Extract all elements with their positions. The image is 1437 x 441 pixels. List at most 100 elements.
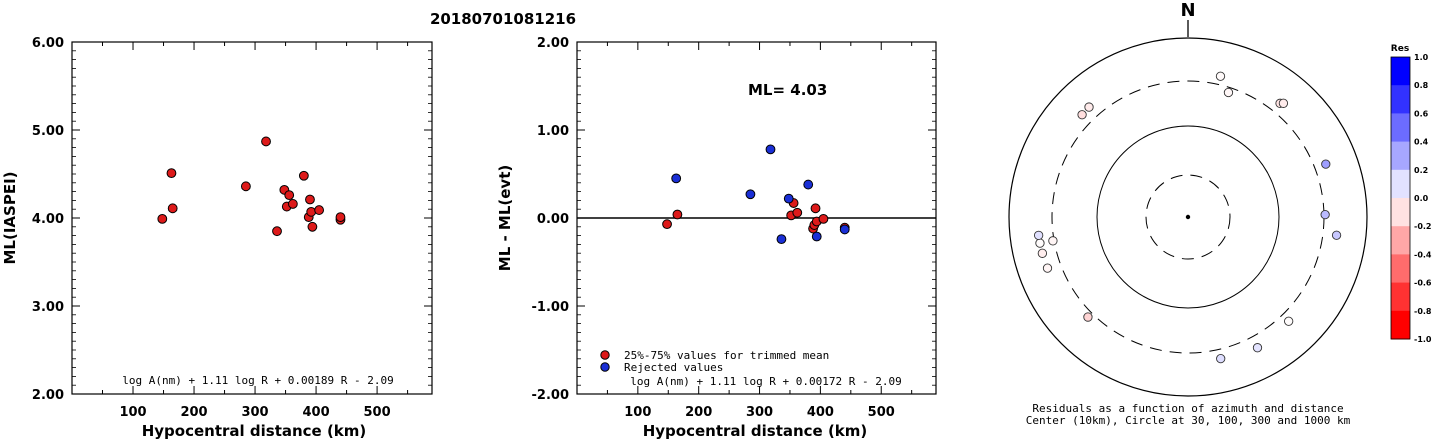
data-point — [240, 181, 251, 192]
y-tick-label: -2.00 — [532, 388, 569, 403]
x-tick-label: 100 — [119, 405, 146, 420]
azimuth-residual-panel: N Residuals as a function of azimuth and… — [1008, 0, 1432, 427]
colorbar-cell — [1391, 85, 1410, 114]
station-point — [1215, 71, 1226, 81]
data-point — [662, 219, 672, 230]
colorbar-frame — [1390, 56, 1411, 340]
data-point — [261, 136, 271, 147]
station-point — [1083, 312, 1093, 322]
colorbar-cell — [1391, 169, 1410, 199]
data-point — [818, 213, 829, 224]
y-tick-label: 2.00 — [537, 36, 569, 51]
station-point — [1320, 209, 1330, 220]
north-label: N — [1180, 0, 1195, 21]
data-point — [672, 209, 683, 220]
ml-annotation: ML= 4.03 — [748, 81, 827, 99]
station-point — [1042, 263, 1053, 273]
data-point — [811, 231, 822, 242]
station-point — [1223, 87, 1234, 98]
colorbar-cell — [1391, 57, 1410, 86]
data-point — [335, 212, 346, 223]
colorbar-cell — [1391, 226, 1410, 255]
y-tick-label: 3.00 — [32, 300, 64, 315]
colorbar-cell — [1391, 254, 1410, 284]
x-axis-label: Hypocentral distance (km) — [142, 422, 367, 440]
plot-frame — [71, 41, 433, 395]
station-point — [1278, 98, 1289, 108]
colorbar-tick-label: -0.2 — [1414, 222, 1432, 231]
figure-title: 20180701081216 — [430, 10, 576, 28]
x-tick-label: 200 — [180, 405, 207, 420]
y-tick-label: 1.00 — [537, 124, 569, 139]
data-point — [305, 194, 315, 205]
epicenter-marker — [1185, 214, 1191, 220]
x-tick-label: 400 — [807, 405, 834, 420]
magnitude-distance-panel: ML(IASPEI) Hypocentral distance (km) log… — [1, 36, 433, 440]
data-point — [306, 206, 317, 217]
station-point — [1331, 230, 1342, 240]
colorbar-tick-label: 0.0 — [1414, 194, 1429, 203]
colorbar-cell — [1391, 141, 1410, 171]
station-point — [1321, 159, 1331, 169]
station-point — [1048, 236, 1058, 246]
data-point — [157, 213, 168, 224]
y-tick-label: 0.00 — [537, 212, 569, 227]
range-circle-30km — [1145, 174, 1231, 260]
data-point — [776, 234, 787, 245]
x-tick-label: 400 — [302, 405, 329, 420]
legend-marker-trimmed — [600, 350, 610, 360]
data-point — [745, 189, 756, 200]
legend-label-trimmed: 25%-75% values for trimmed mean — [624, 349, 829, 362]
colorbar-title: Res — [1391, 44, 1409, 54]
range-circle-100km — [1096, 125, 1280, 309]
colorbar-cell — [1391, 198, 1410, 227]
colorbar-tick-label: 0.4 — [1414, 138, 1429, 147]
colorbar-tick-label: 1.0 — [1414, 53, 1429, 62]
colorbar-tick-label: -0.4 — [1414, 250, 1432, 259]
data-point — [287, 199, 298, 209]
station-point — [1077, 110, 1087, 120]
station-point — [1252, 343, 1263, 353]
data-point — [783, 193, 794, 204]
x-tick-label: 100 — [624, 405, 651, 420]
x-tick-label: 300 — [746, 405, 773, 420]
x-tick-label: 200 — [685, 405, 712, 420]
station-point — [1035, 238, 1045, 248]
formula-label: log A(nm) + 1.11 log R + 0.00172 R - 2.0… — [630, 375, 902, 388]
formula-label: log A(nm) + 1.11 log R + 0.00189 R - 2.0… — [122, 374, 394, 387]
data-point — [284, 190, 295, 201]
legend-label-rejected: Rejected values — [624, 361, 723, 374]
y-tick-label: -1.00 — [532, 300, 569, 315]
data-point — [314, 205, 325, 215]
data-point — [792, 207, 803, 218]
range-circle-1000km — [1008, 37, 1368, 397]
data-point — [307, 221, 318, 232]
colorbar-tick-label: 0.2 — [1414, 166, 1428, 175]
data-point — [272, 226, 282, 237]
y-tick-label: 5.00 — [32, 124, 64, 139]
colorbar-cell — [1391, 310, 1410, 340]
data-point — [803, 179, 814, 190]
data-point — [839, 224, 850, 235]
colorbar-cell — [1391, 113, 1410, 143]
colorbar-tick-label: -1.0 — [1414, 335, 1432, 344]
x-axis-label: Hypocentral distance (km) — [643, 422, 868, 440]
colorbar-tick-label: 0.6 — [1414, 109, 1429, 118]
data-point — [166, 168, 177, 179]
x-tick-label: 500 — [868, 405, 895, 420]
x-tick-label: 500 — [364, 405, 391, 420]
y-axis-label: ML - ML(evt) — [496, 165, 514, 271]
station-point — [1033, 230, 1044, 240]
caption-line-1: Residuals as a function of azimuth and d… — [1032, 402, 1343, 415]
x-tick-label: 300 — [241, 405, 268, 420]
y-tick-label: 6.00 — [32, 36, 64, 51]
station-point — [1284, 316, 1294, 326]
station-point — [1084, 102, 1094, 112]
y-tick-label: 2.00 — [32, 388, 64, 403]
data-point — [810, 203, 821, 214]
colorbar-tick-label: 0.8 — [1414, 81, 1429, 90]
y-axis-label: ML(IASPEI) — [1, 171, 19, 264]
caption-line-2: Center (10km), Circle at 30, 100, 300 an… — [1026, 414, 1351, 427]
colorbar-cell — [1391, 282, 1410, 312]
